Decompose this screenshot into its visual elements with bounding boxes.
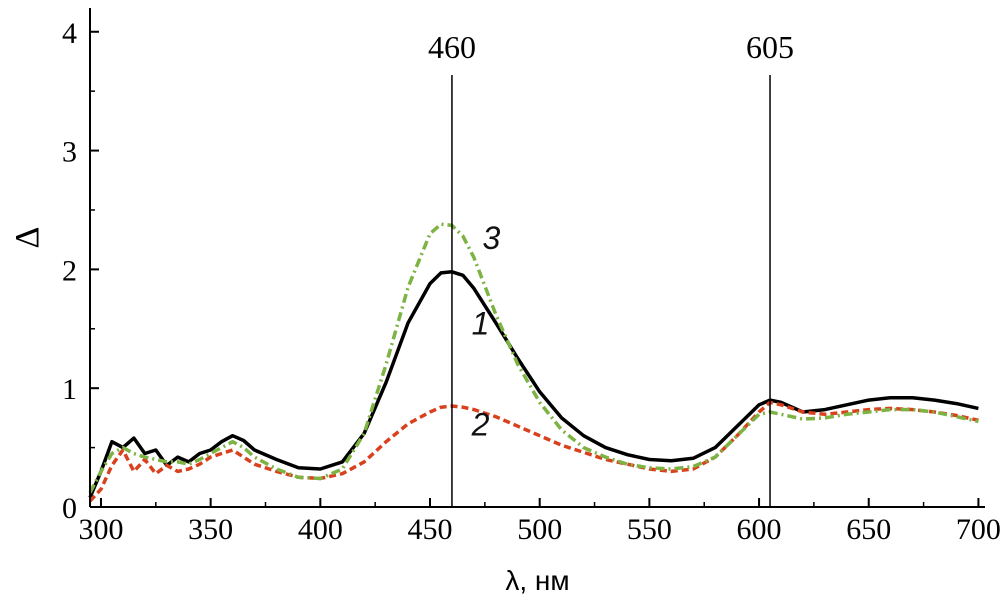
x-tick-label: 650 xyxy=(846,513,891,546)
axes-group xyxy=(89,8,985,508)
series-label-2: 2 xyxy=(471,407,490,443)
x-tick-label: 500 xyxy=(517,513,562,546)
y-axis-label: Δ xyxy=(9,227,46,249)
y-tick-label: 4 xyxy=(62,17,77,50)
x-axis-label: λ, нм xyxy=(505,565,569,596)
x-tick-label: 550 xyxy=(627,513,672,546)
series-group: 1 2 3 xyxy=(88,220,979,503)
reference-line-label-605: 605 xyxy=(746,29,794,65)
vlines-group: 460 605 xyxy=(428,29,794,507)
series-line-2 xyxy=(88,400,979,503)
x-tick-label: 300 xyxy=(78,513,123,546)
series-label-1: 1 xyxy=(472,306,490,342)
labels-group: λ, нм Δ xyxy=(9,227,570,596)
y-tick-label: 2 xyxy=(62,254,77,287)
series-line-1 xyxy=(88,270,979,499)
x-tick-label: 400 xyxy=(298,513,343,546)
x-tick-label: 450 xyxy=(408,513,453,546)
series-label-3: 3 xyxy=(483,220,501,256)
series-line-3 xyxy=(88,222,979,494)
y-tick-label: 3 xyxy=(62,136,77,169)
y-tick-label: 0 xyxy=(62,492,77,525)
x-tick-label: 600 xyxy=(737,513,782,546)
reference-line-label-460: 460 xyxy=(428,29,476,65)
ticks-group: 300 350 400 450 500 550 600 650 700 0 1 2 3 4 xyxy=(62,17,1001,546)
x-tick-label: 700 xyxy=(956,513,1001,546)
x-tick-label: 350 xyxy=(188,513,233,546)
y-tick-label: 1 xyxy=(62,373,77,406)
